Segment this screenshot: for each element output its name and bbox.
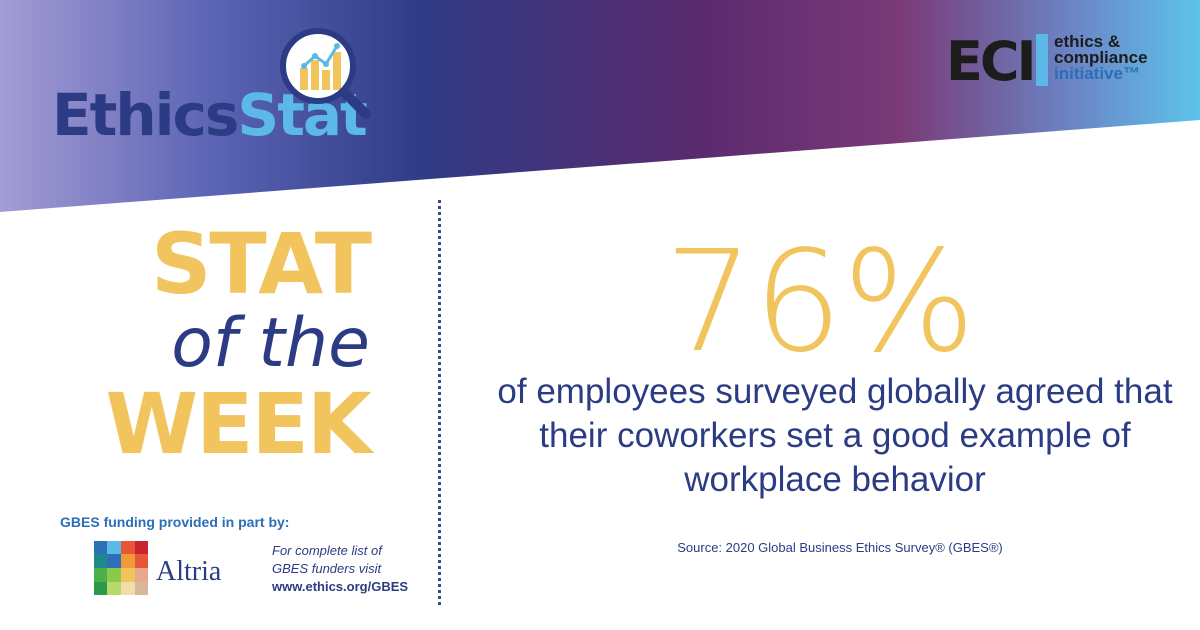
sponsor-name: Altria [156,556,222,587]
stat-value: 76% [664,221,976,384]
funders-note-line-2: GBES funders visit [272,561,382,576]
funders-note: For complete list of GBES funders visit … [272,542,408,596]
eci-accent-bar [1036,34,1048,86]
eci-logo: ECI ethics & compliance initiative™ [946,32,1186,92]
eci-line-2: compliance [1054,48,1148,67]
logo-text-ethics: Ethics [52,81,239,149]
eci-tagline: ethics & compliance initiative™ [1054,32,1148,83]
eci-line-1: ethics & [1054,32,1121,51]
heading-of-the: of the [171,304,370,383]
funding-label: GBES funding provided in part by: [60,514,290,530]
magnifier-chart-icon [280,28,371,119]
dotted-divider [438,200,441,605]
heading-stat: STAT [150,215,372,313]
stat-description: of employees surveyed globally agreed th… [497,372,1173,499]
funders-url-link[interactable]: www.ethics.org/GBES [272,579,409,594]
altria-mosaic-icon [94,541,148,595]
eci-letters: ECI [946,30,1037,93]
heading-week: WEEK [105,375,372,473]
eci-line-3: initiative™ [1054,64,1140,83]
stat-of-the-week-heading: STAT of the WEEK [40,215,372,473]
funders-note-line-1: For complete list of [272,543,382,558]
source-citation: Source: 2020 Global Business Ethics Surv… [677,540,1003,555]
